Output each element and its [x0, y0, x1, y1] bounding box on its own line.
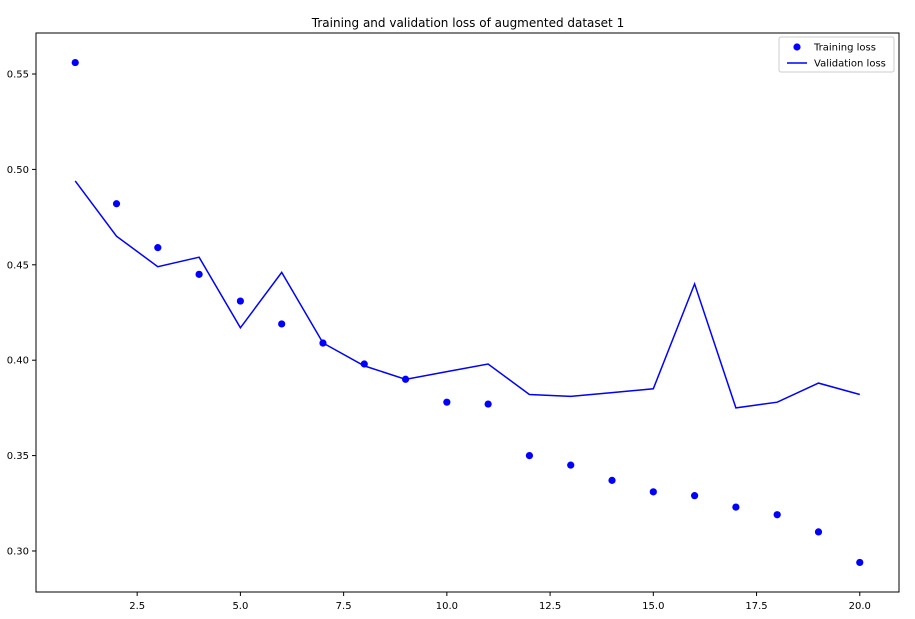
plot-frame [35, 32, 900, 593]
axes: 2.5 5.0 7.5 10.0 12.5 15.0 17.5 20.0 0.30 0.35 0.4… [7, 32, 900, 612]
training-loss-point [71, 58, 79, 67]
training-loss-point [856, 558, 864, 567]
training-loss-point [608, 476, 616, 484]
y-tick-label: 0.40 [7, 356, 29, 367]
legend-box [778, 36, 895, 73]
x-tick-label: 2.5 [129, 601, 145, 612]
x-tick-label: 20.0 [849, 601, 871, 612]
training-loss-point [814, 528, 823, 536]
training-loss-point [691, 492, 699, 500]
chart-title: Training and validation loss of augmente… [311, 16, 624, 30]
legend-label: Validation loss [814, 59, 886, 70]
x-tick-label: 10.0 [436, 601, 458, 612]
x-tick-label: 12.5 [539, 601, 561, 612]
training-loss-point [154, 244, 162, 252]
chart-marks [71, 58, 864, 567]
training-loss-point [195, 270, 203, 278]
training-loss-point [525, 451, 534, 460]
x-tick-label: 5.0 [232, 601, 248, 612]
legend-label: Training loss [813, 43, 876, 54]
y-tick-label: 0.50 [7, 165, 29, 176]
legend: Training loss Validation loss [778, 36, 895, 73]
y-tick-label: 0.35 [7, 451, 29, 462]
training-loss-point [649, 488, 657, 496]
x-tick-label: 17.5 [745, 601, 767, 612]
training-loss-point [112, 200, 121, 208]
training-loss-point [732, 503, 740, 511]
training-loss-point [443, 398, 451, 406]
y-tick-label: 0.55 [7, 70, 29, 81]
training-loss-point [278, 320, 286, 328]
validation-loss-line [74, 180, 860, 409]
training-loss-point [236, 297, 244, 305]
y-tick-label: 0.45 [7, 260, 29, 271]
x-tick-label: 15.0 [642, 601, 664, 612]
x-tick-label: 7.5 [336, 601, 352, 612]
y-tick-label: 0.30 [7, 546, 29, 557]
training-loss-point [567, 461, 575, 469]
legend-marker-swatch [793, 43, 801, 51]
training-loss-point [773, 511, 781, 519]
training-loss-point [484, 400, 492, 408]
